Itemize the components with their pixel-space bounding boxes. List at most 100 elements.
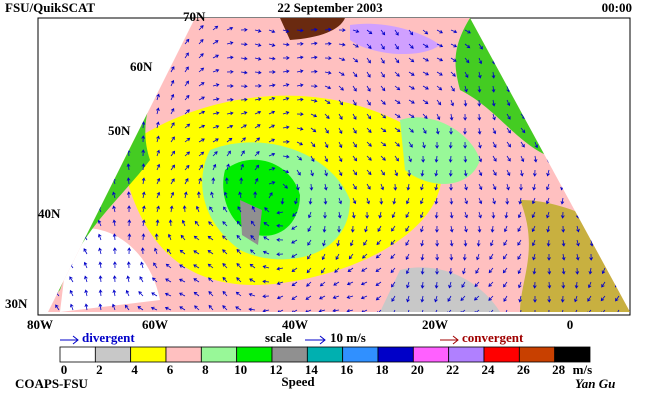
wind-arrow [170,150,176,157]
wind-arrow [282,154,290,159]
wind-arrow [601,267,606,275]
wind-arrow [296,41,304,46]
wind-arrow [332,295,340,299]
wind-arrow [380,169,385,176]
wind-arrow [477,225,482,233]
wind-arrow [394,43,399,50]
wind-arrow [98,247,102,255]
wind-arrow [546,239,551,247]
wind-arrow [98,303,103,311]
land-greenland [280,18,345,40]
wind-arrow [532,253,536,261]
wind-arrow [226,111,234,116]
colorbar-tick: 12 [270,362,283,377]
wind-arrow [518,281,522,289]
wind-arrow [291,295,298,300]
wind-arrow [310,141,316,148]
wind-arrow [380,29,386,36]
wind-arrow [324,70,332,75]
wind-arrow [405,225,410,232]
wind-arrow [352,29,360,33]
wind-arrow [282,111,290,115]
wind-arrow [211,177,216,185]
colorbar-swatch [165,346,202,363]
wind-arrow [168,219,173,227]
wind-arrow [112,247,117,255]
wind-arrow [321,253,326,261]
wind-arrow [434,211,439,219]
wind-arrow [184,123,191,129]
wind-arrow [141,163,146,171]
wind-arrow [352,141,357,148]
wind-arrow [380,155,386,161]
header-left: FSU/QuikSCAT [5,0,95,15]
wind-arrow [380,57,385,64]
wind-arrow [448,267,453,275]
wind-arrow [310,69,318,74]
wind-arrow [170,66,175,73]
wind-arrow [375,295,382,301]
wind-arrow [69,303,74,311]
wind-arrow [352,43,359,48]
wind-arrow [296,127,304,131]
wind-arrow [276,237,284,242]
wind-arrow [380,71,385,78]
wind-arrow [503,253,508,260]
header-center: 22 September 2003 [277,0,383,15]
wind-arrow [352,197,357,205]
wind-arrow [170,164,176,171]
wind-arrow [366,113,372,120]
wind-arrow [212,163,217,171]
wind-arrow [561,239,566,247]
wind-arrow [156,191,161,199]
wind-arrow [394,57,400,64]
wind-arrow [547,253,551,261]
wind-arrow [394,29,399,36]
wind-arrow [307,253,312,260]
wind-arrow [324,169,328,177]
wind-arrow [463,113,467,121]
wind-arrow [184,178,189,185]
wind-arrow [489,253,494,260]
wind-arrow [184,109,190,115]
wind-arrow [435,253,440,261]
wind-arrow [183,191,188,199]
wind-arrow [448,281,452,289]
wind-arrow [307,239,312,246]
wind-arrow [463,99,468,107]
wind-arrow [254,151,260,157]
wind-arrow [156,163,161,171]
wind-arrow [378,211,383,219]
wind-arrow [98,275,103,283]
wind-arrow [366,169,372,176]
wind-arrow [165,278,172,283]
wind-arrow [212,68,220,73]
wind-arrow [352,169,358,176]
wind-arrow [262,294,270,299]
wind-arrow [504,211,509,219]
wind-arrow [310,84,318,89]
wind-arrow [250,249,256,255]
wind-arrow [390,239,396,246]
wind-arrow [254,84,262,88]
wind-arrow [477,85,482,93]
colorbar-swatch [377,346,414,363]
colorbar-swatch [306,346,344,363]
wind-arrow [195,205,200,213]
wind-arrow [600,309,606,312]
wind-arrow [282,125,290,130]
wind-arrow [547,281,552,289]
wind-arrow [448,169,453,177]
wind-arrow [235,306,242,311]
wind-arrow [198,38,204,45]
wind-arrow [170,136,175,143]
wind-arrow [476,239,481,247]
wind-arrow [226,137,233,143]
wind-arrow [408,155,412,163]
wind-arrow [84,275,88,283]
wind-arrow [323,197,328,205]
wind-arrow [492,169,497,176]
wind-arrow [198,110,206,115]
wind-arrow [237,206,242,213]
wind-arrow [561,225,566,233]
